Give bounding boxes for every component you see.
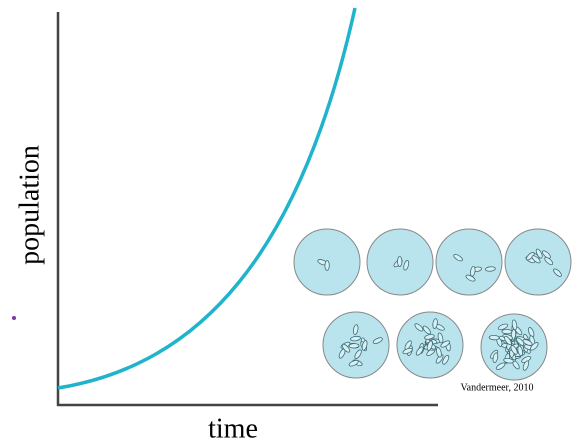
x-axis-label: time — [208, 413, 258, 443]
cell — [398, 257, 402, 267]
dot — [12, 316, 16, 320]
cell — [485, 266, 495, 271]
dish — [436, 229, 502, 295]
diagram: population time Vandermeer, 2010 — [0, 0, 581, 443]
cell — [489, 335, 499, 340]
cell — [502, 329, 512, 334]
credit: Vandermeer, 2010 — [461, 382, 534, 393]
y-axis-label: population — [14, 145, 45, 265]
petri-dishes — [294, 229, 571, 380]
page: population time Vandermeer, 2010 (() => … — [0, 0, 581, 443]
cell — [325, 260, 330, 270]
growth-curve — [58, 8, 355, 388]
cell — [349, 343, 359, 348]
